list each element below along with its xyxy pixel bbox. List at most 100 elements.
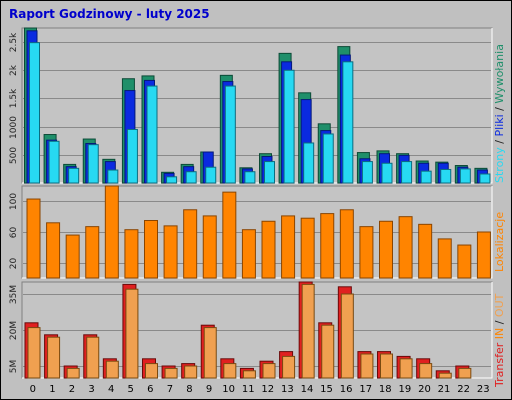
bar-lokalizacje [398, 216, 413, 279]
bar-lokalizacje [222, 191, 237, 279]
y-tick-label: 5M [9, 360, 19, 374]
bar-wywolania [87, 144, 99, 184]
legend-out: OUT [493, 293, 506, 317]
legend-separator: / [493, 104, 506, 115]
y-tick-label: 60 [9, 227, 19, 239]
bar-wywolania [48, 140, 60, 184]
bar-transfer-out [399, 358, 413, 379]
bar-transfer-out [125, 288, 139, 379]
bar-transfer-out [145, 363, 158, 379]
legend-separator: / [493, 137, 506, 148]
x-tick-label: 3 [88, 384, 94, 395]
bar-lokalizacje [339, 209, 354, 279]
x-tick-label: 16 [340, 384, 353, 395]
bar-lokalizacje [85, 226, 100, 279]
x-tick-label: 7 [167, 384, 173, 395]
bar-wywolania [29, 42, 40, 184]
bar-transfer-out [47, 336, 61, 379]
bar-lokalizacje [281, 215, 296, 279]
y-tick-label: 2.5k [9, 32, 19, 52]
bar-wywolania [166, 176, 178, 184]
bar-lokalizacje [359, 226, 374, 279]
legend-separator: / [493, 317, 506, 328]
bar-transfer-out [340, 293, 354, 379]
legend-wywolania: Wywołania [493, 44, 506, 104]
plot-bevel [22, 28, 493, 184]
plot-bevel [22, 186, 493, 279]
bar-transfer-out [27, 327, 41, 379]
x-tick-label: 19 [399, 384, 412, 395]
x-tick-label: 17 [359, 384, 372, 395]
legend-lokalizacje: Lokalizacje [493, 212, 506, 272]
x-tick-label: 13 [281, 384, 294, 395]
bar-wywolania [440, 168, 452, 184]
chart-panels: 500 1000 1.5k 2k 2.5k 20 60 100 5M 20M 35M [9, 27, 493, 379]
bar-wywolania [126, 128, 138, 184]
bar-lokalizacje [457, 244, 472, 279]
bar-lokalizacje [65, 234, 80, 279]
chart-title: Raport Godzinowy - luty 2025 [9, 7, 210, 21]
y-tick-label: 1.5k [9, 88, 19, 108]
bar-wywolania [401, 161, 413, 184]
bar-wywolania [107, 169, 119, 184]
bar-wywolania [322, 133, 334, 184]
bar-lokalizacje [183, 209, 198, 279]
legend-bottom-panel: Transfer IN / OUT [493, 293, 506, 388]
bar-lokalizacje [379, 220, 393, 279]
x-tick-label: 21 [438, 384, 451, 395]
bar-wywolania [224, 85, 236, 184]
x-tick-label: 8 [186, 384, 192, 395]
bar-wywolania [342, 61, 354, 184]
bar-transfer-out [223, 363, 237, 379]
bar-lokalizacje [46, 222, 61, 279]
panel-3: 5M 20M 35M [9, 281, 493, 379]
bar-wywolania [68, 167, 80, 184]
bar-lokalizacje [241, 229, 256, 279]
panel-1: 500 1000 1.5k 2k 2.5k [9, 27, 493, 184]
x-tick-label: 18 [379, 384, 392, 395]
bar-lokalizacje [437, 238, 452, 279]
bar-transfer-out [242, 370, 256, 379]
bar-wywolania [146, 85, 158, 184]
x-axis-hour-labels: 0 1 2 3 4 5 6 7 8 9 10 11 12 13 14 15 16 17 18 19 20 21 22 23 [30, 384, 490, 395]
x-tick-label: 15 [320, 384, 333, 395]
x-tick-label: 14 [301, 384, 314, 395]
bar-lokalizacje [320, 213, 335, 279]
bar-wywolania [459, 168, 471, 184]
x-tick-label: 0 [30, 384, 36, 395]
x-tick-label: 4 [108, 384, 114, 395]
bar-transfer-out [380, 353, 393, 379]
bar-lokalizacje [26, 198, 41, 279]
bar-transfer-out [458, 367, 472, 379]
bar-transfer-out [360, 353, 374, 379]
bar-wywolania [420, 170, 432, 184]
bar-wywolania [205, 166, 217, 184]
bar-transfer-out [86, 336, 100, 379]
bar-transfer-out [66, 367, 80, 379]
x-tick-label: 9 [206, 384, 212, 395]
legend-transfer: Transfer [493, 342, 506, 388]
bar-transfer-out [419, 363, 433, 379]
bar-transfer-out [184, 365, 198, 379]
x-tick-label: 23 [477, 384, 490, 395]
bar-transfer-out [262, 363, 276, 379]
bar-wywolania [185, 171, 197, 184]
bar-transfer-out [321, 324, 335, 379]
y-tick-label: 2k [9, 64, 19, 76]
y-tick-label: 500 [9, 147, 19, 164]
bar-lokalizacje [476, 231, 491, 279]
bar-wywolania [283, 69, 295, 184]
bar-lokalizacje [261, 220, 276, 279]
bar-transfer-out [438, 372, 452, 379]
x-tick-label: 5 [128, 384, 134, 395]
bar-wywolania [479, 173, 491, 184]
y-tick-label: 20M [9, 321, 19, 340]
x-tick-label: 10 [222, 384, 235, 395]
bar-transfer-out [105, 360, 119, 379]
plot-bevel [22, 282, 493, 379]
y-tick-label: 100 [9, 193, 19, 210]
bar-transfer-out [301, 283, 315, 379]
legend-in: IN [493, 328, 506, 343]
bar-wywolania [303, 142, 315, 184]
